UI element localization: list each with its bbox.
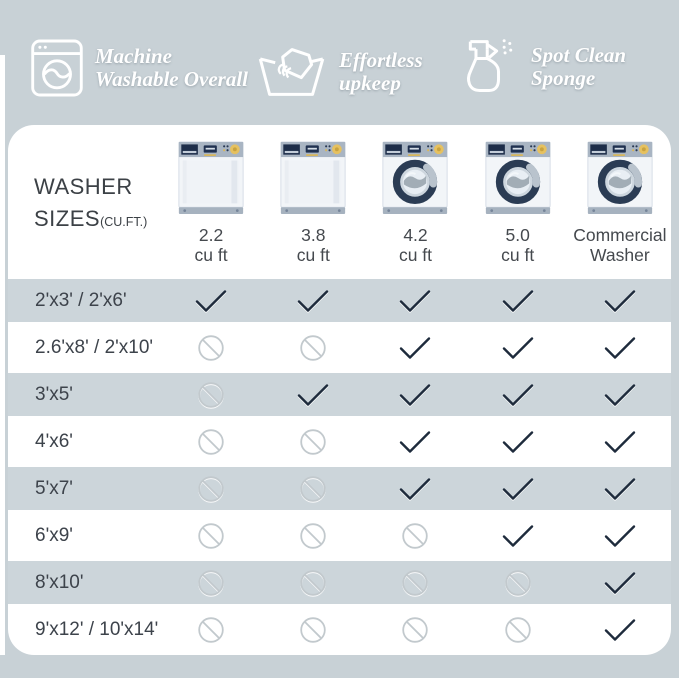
washer-illustration xyxy=(481,139,555,222)
not-allowed-icon xyxy=(160,475,262,503)
checkmark-icon xyxy=(569,570,671,596)
table-row: 3'x5' xyxy=(8,371,671,418)
rug-size-label: 9'x12' / 10'x14' xyxy=(35,618,159,640)
table-row: 9'x12' / 10'x14' xyxy=(8,606,671,653)
table-row: 4'x6' xyxy=(8,418,671,465)
checkmark-icon xyxy=(467,429,569,455)
not-allowed-icon xyxy=(364,522,466,550)
feature-label: Spot Clean Sponge xyxy=(531,42,627,90)
washer-illustration xyxy=(583,139,657,222)
not-allowed-icon xyxy=(364,569,466,597)
not-allowed-icon xyxy=(467,616,569,644)
checkmark-icon xyxy=(364,476,466,502)
washer-size-label: 4.2 cu ft xyxy=(398,225,433,266)
checkmark-icon xyxy=(467,335,569,361)
checkmark-icon xyxy=(569,382,671,408)
checkmark-icon xyxy=(569,288,671,314)
rug-size-label: 6'x9' xyxy=(35,524,73,546)
checkmark-icon xyxy=(262,382,364,408)
not-allowed-icon xyxy=(262,522,364,550)
not-allowed-icon xyxy=(160,381,262,409)
rug-size-label: 2'x3' / 2'x6' xyxy=(35,289,127,311)
not-allowed-icon xyxy=(262,475,364,503)
table-row: 5'x7' xyxy=(8,465,671,512)
table-title: WASHER SIZES(CU.FT.) xyxy=(34,174,148,231)
table-header: WASHER SIZES(CU.FT.) 2.2 cu ft xyxy=(8,125,671,277)
not-allowed-icon xyxy=(160,616,262,644)
checkmark-icon xyxy=(364,382,466,408)
rug-size-label: 4'x6' xyxy=(35,430,73,452)
checkmark-icon xyxy=(569,335,671,361)
washer-size-label: Commercial Washer xyxy=(573,225,667,266)
checkmark-icon xyxy=(467,476,569,502)
washer-size-label: 5.0 cu ft xyxy=(501,225,535,266)
not-allowed-icon xyxy=(262,428,364,456)
washer-illustration xyxy=(276,139,350,222)
feature-label: Machine Washable Overall xyxy=(95,43,249,91)
spray-bottle-icon xyxy=(462,36,520,98)
checkmark-icon xyxy=(569,476,671,502)
rug-size-label: 8'x10' xyxy=(35,571,84,593)
checkmark-icon xyxy=(467,523,569,549)
not-allowed-icon xyxy=(262,569,364,597)
checkmark-icon xyxy=(569,429,671,455)
feature-machine-washable: Machine Washable Overall xyxy=(30,38,248,98)
washer-column-4: 5.0 cu ft xyxy=(467,139,569,277)
checkmark-icon xyxy=(467,288,569,314)
not-allowed-icon xyxy=(160,569,262,597)
checkmark-icon xyxy=(262,288,364,314)
hand-wash-icon xyxy=(256,44,328,100)
washer-size-label: 2.2 cu ft xyxy=(194,225,228,266)
not-allowed-icon xyxy=(160,428,262,456)
washer-column-3: 4.2 cu ft xyxy=(364,139,466,277)
washer-illustration xyxy=(378,139,452,222)
checkmark-icon xyxy=(569,617,671,643)
washer-column-2: 3.8 cu ft xyxy=(262,139,364,277)
table-row: 2'x3' / 2'x6' xyxy=(8,277,671,324)
checkmark-icon xyxy=(467,382,569,408)
washer-illustration xyxy=(174,139,248,222)
table-row: 8'x10' xyxy=(8,559,671,606)
rug-size-label: 2.6'x8' / 2'x10' xyxy=(35,336,154,358)
feature-effortless-upkeep: Effortless upkeep xyxy=(256,44,423,100)
washer-size-table: WASHER SIZES(CU.FT.) 2.2 cu ft xyxy=(8,125,671,655)
checkmark-icon xyxy=(364,429,466,455)
washer-column-5: Commercial Washer xyxy=(569,139,671,277)
table-body: 2'x3' / 2'x6' 2.6'x8' / 2'x10' 3'x5' 4'x… xyxy=(8,277,671,653)
checkmark-icon xyxy=(364,335,466,361)
rug-size-label: 3'x5' xyxy=(35,383,73,405)
washer-size-label: 3.8 cu ft xyxy=(296,225,330,266)
not-allowed-icon xyxy=(262,334,364,362)
table-row: 2.6'x8' / 2'x10' xyxy=(8,324,671,371)
not-allowed-icon xyxy=(467,569,569,597)
feature-label: Effortless upkeep xyxy=(339,47,423,95)
washing-machine-icon xyxy=(30,38,84,98)
not-allowed-icon xyxy=(262,616,364,644)
table-row: 6'x9' xyxy=(8,512,671,559)
feature-spot-clean: Spot Clean Sponge xyxy=(462,36,626,98)
rug-size-label: 5'x7' xyxy=(35,477,73,499)
page-edge-sliver xyxy=(0,55,5,655)
not-allowed-icon xyxy=(364,616,466,644)
checkmark-icon xyxy=(160,288,262,314)
not-allowed-icon xyxy=(160,334,262,362)
checkmark-icon xyxy=(364,288,466,314)
washer-column-1: 2.2 cu ft xyxy=(160,139,262,277)
not-allowed-icon xyxy=(160,522,262,550)
checkmark-icon xyxy=(569,523,671,549)
